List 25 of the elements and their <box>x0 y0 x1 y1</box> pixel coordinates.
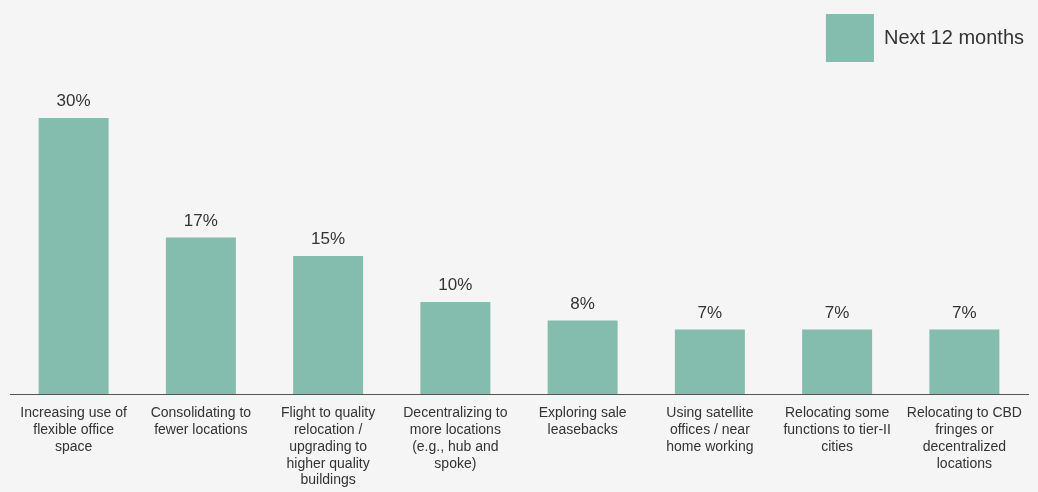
data-label: 30% <box>56 91 91 111</box>
bar <box>802 329 873 394</box>
legend-label: Next 12 months <box>883 25 1025 48</box>
bar <box>165 237 236 394</box>
bar <box>929 329 1000 394</box>
data-label: 10% <box>438 275 473 295</box>
bar <box>293 256 364 394</box>
bar <box>420 302 491 394</box>
x-tick-label: Using satellite offices / near home working <box>666 404 754 454</box>
data-label: 7% <box>824 302 850 322</box>
data-label: 15% <box>311 229 346 249</box>
data-label: 7% <box>952 302 977 322</box>
x-tick-label: Consolidating to fewer locations <box>150 404 252 438</box>
x-tick-label: Decentralizing to more locations (e.g., hub and spoke) <box>403 404 508 471</box>
bar <box>674 329 745 394</box>
x-tick-label: Exploring sale leasebacks <box>538 404 627 438</box>
bar <box>38 118 109 394</box>
data-label: 17% <box>183 210 218 230</box>
data-label: 7% <box>697 302 723 322</box>
data-label: 8% <box>570 293 595 313</box>
x-tick-label: Increasing use of flexible office space <box>20 404 128 454</box>
x-tick-label: Flight to quality relocation / upgrading to higher quality buildings <box>281 404 376 488</box>
x-tick-label: Relocating to CBD fringes or decentralized locations <box>906 404 1022 471</box>
x-tick-label: Relocating some functions to tier-II cities <box>783 404 891 454</box>
bar <box>547 320 618 394</box>
